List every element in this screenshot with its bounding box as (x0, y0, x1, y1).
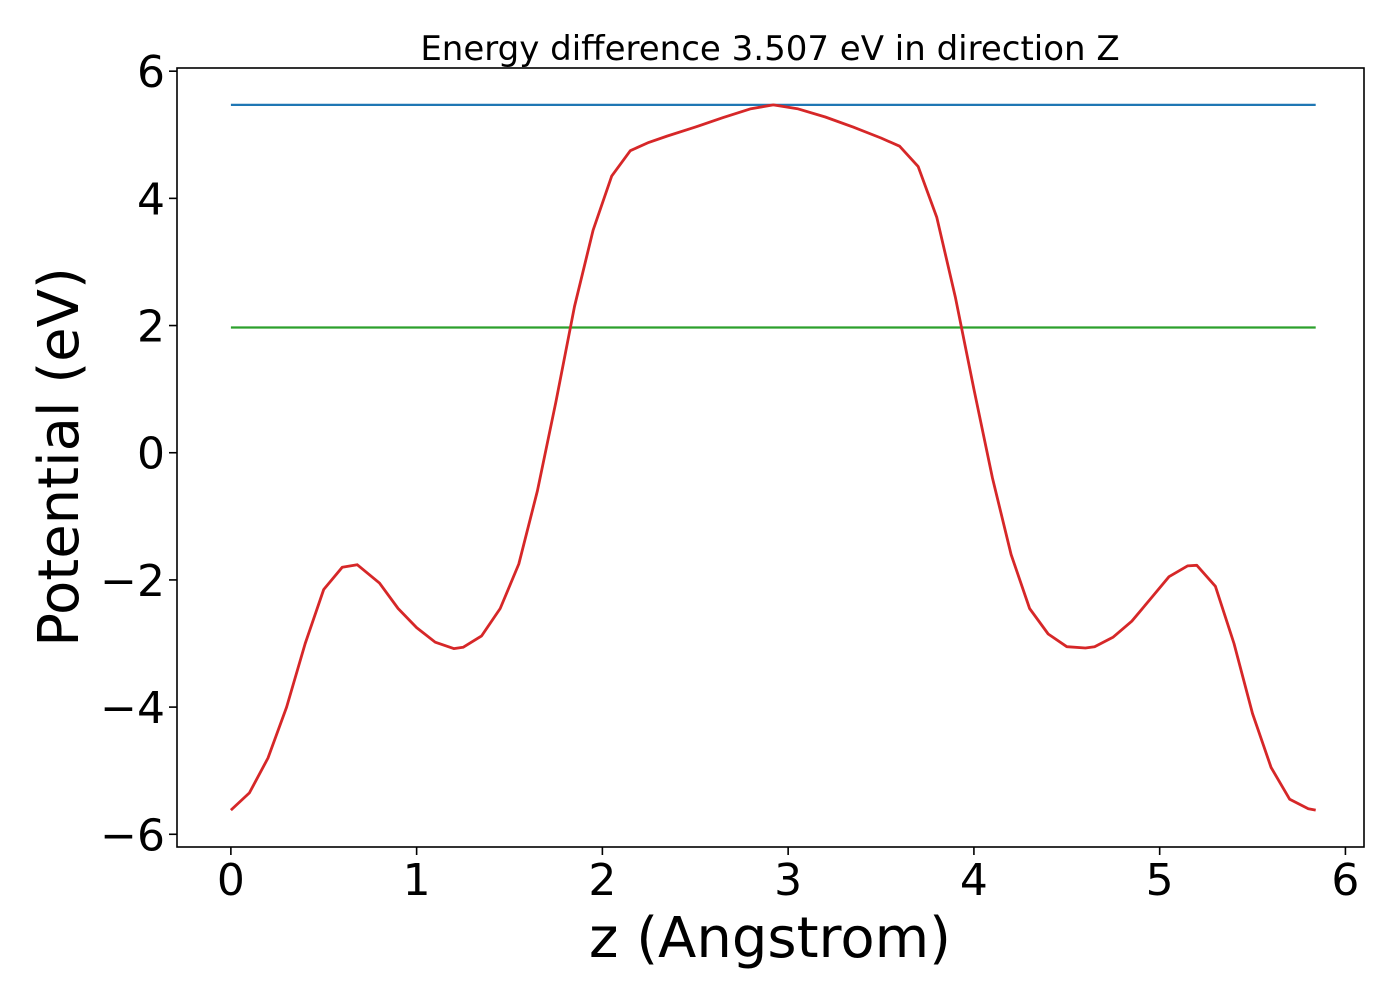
y-tick-label: −2 (100, 556, 165, 607)
plot-frame (176, 67, 1365, 848)
x-tick-label: 4 (960, 855, 988, 906)
x-tick-label: 3 (774, 855, 802, 906)
y-tick-label: 2 (137, 302, 165, 353)
series-line-2 (229, 103, 1316, 812)
y-axis: −6 −4 −2 0 2 4 6 (100, 47, 177, 861)
y-tick-label: 4 (137, 174, 165, 225)
x-tick-label: 1 (403, 855, 431, 906)
x-tick-label: 2 (588, 855, 616, 906)
plot-lines (229, 103, 1316, 812)
y-axis-title: Potential (eV) (27, 267, 92, 647)
x-tick-label: 0 (217, 855, 245, 906)
y-tick-label: −6 (100, 810, 165, 861)
x-tick-label: 5 (1146, 855, 1174, 906)
y-tick-label: 6 (137, 47, 165, 98)
chart-title: Energy difference 3.507 eV in direction … (420, 29, 1119, 69)
x-axis-title: z (Angstrom) (589, 906, 951, 971)
y-tick-label: −4 (100, 683, 165, 734)
x-tick-label: 6 (1331, 855, 1359, 906)
x-axis: 0 1 2 3 4 5 6 (217, 847, 1359, 906)
y-tick-label: 0 (137, 429, 165, 480)
